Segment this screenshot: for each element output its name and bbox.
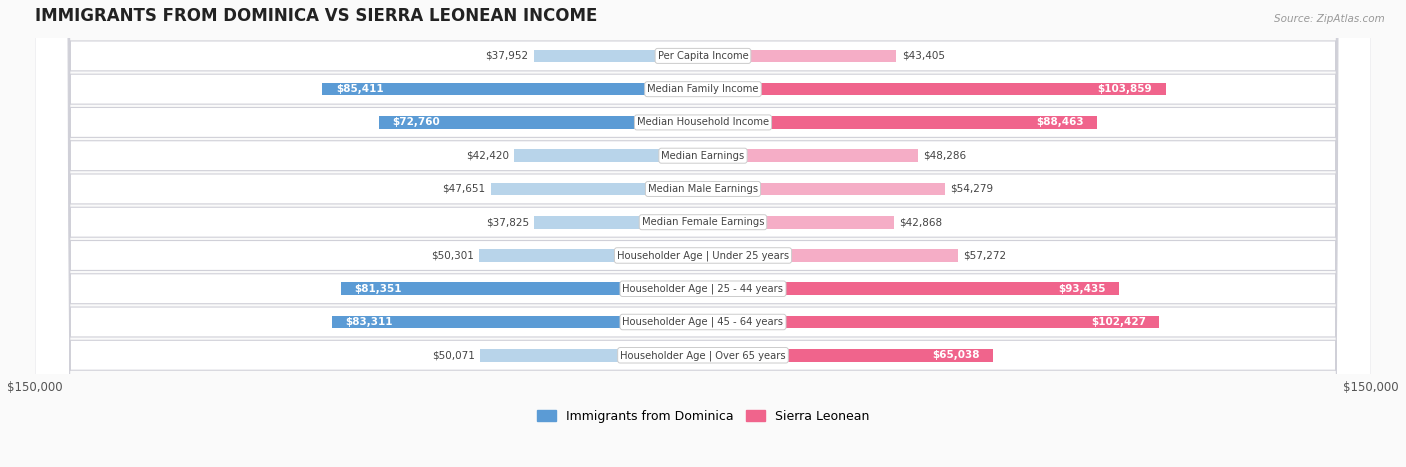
FancyBboxPatch shape [35, 0, 1371, 467]
Bar [703, 83, 1166, 95]
Text: $102,427: $102,427 [1091, 317, 1146, 327]
Bar [703, 116, 1097, 129]
Text: $81,351: $81,351 [354, 284, 402, 294]
Text: $85,411: $85,411 [336, 84, 384, 94]
Text: $54,279: $54,279 [950, 184, 993, 194]
Text: Source: ZipAtlas.com: Source: ZipAtlas.com [1274, 14, 1385, 24]
Text: Per Capita Income: Per Capita Income [658, 51, 748, 61]
Text: Householder Age | Over 65 years: Householder Age | Over 65 years [620, 350, 786, 361]
Legend: Immigrants from Dominica, Sierra Leonean: Immigrants from Dominica, Sierra Leonean [531, 405, 875, 428]
Text: $50,301: $50,301 [430, 250, 474, 261]
FancyBboxPatch shape [35, 0, 1371, 467]
Text: $43,405: $43,405 [901, 51, 945, 61]
Bar [479, 349, 703, 361]
Text: $37,952: $37,952 [485, 51, 529, 61]
Text: $42,868: $42,868 [900, 217, 942, 227]
Text: $103,859: $103,859 [1098, 84, 1153, 94]
FancyBboxPatch shape [35, 0, 1371, 467]
Text: Householder Age | Under 25 years: Householder Age | Under 25 years [617, 250, 789, 261]
FancyBboxPatch shape [35, 0, 1371, 467]
FancyBboxPatch shape [35, 0, 1371, 467]
Bar [703, 316, 1160, 328]
FancyBboxPatch shape [35, 0, 1371, 467]
Bar [479, 249, 703, 262]
Bar [703, 283, 1119, 295]
Bar [703, 216, 894, 228]
Bar [703, 249, 957, 262]
Bar [491, 183, 703, 195]
Bar [534, 50, 703, 62]
Bar [703, 149, 918, 162]
Text: Median Earnings: Median Earnings [661, 151, 745, 161]
Text: $93,435: $93,435 [1059, 284, 1107, 294]
Text: $42,420: $42,420 [465, 151, 509, 161]
FancyBboxPatch shape [35, 0, 1371, 467]
Text: Median Female Earnings: Median Female Earnings [641, 217, 765, 227]
Text: $48,286: $48,286 [924, 151, 966, 161]
Bar [515, 149, 703, 162]
Bar [703, 183, 945, 195]
Bar [322, 83, 703, 95]
Bar [703, 349, 993, 361]
Text: $47,651: $47,651 [443, 184, 485, 194]
FancyBboxPatch shape [35, 0, 1371, 467]
Text: $88,463: $88,463 [1036, 117, 1084, 127]
Bar [332, 316, 703, 328]
Bar [340, 283, 703, 295]
Text: Householder Age | 25 - 44 years: Householder Age | 25 - 44 years [623, 283, 783, 294]
Bar [378, 116, 703, 129]
Text: Median Household Income: Median Household Income [637, 117, 769, 127]
FancyBboxPatch shape [35, 0, 1371, 467]
Text: $37,825: $37,825 [486, 217, 529, 227]
Text: $57,272: $57,272 [963, 250, 1007, 261]
Text: IMMIGRANTS FROM DOMINICA VS SIERRA LEONEAN INCOME: IMMIGRANTS FROM DOMINICA VS SIERRA LEONE… [35, 7, 598, 25]
Text: Householder Age | 45 - 64 years: Householder Age | 45 - 64 years [623, 317, 783, 327]
FancyBboxPatch shape [35, 0, 1371, 467]
Text: $83,311: $83,311 [346, 317, 392, 327]
Text: $65,038: $65,038 [932, 350, 980, 360]
Bar [534, 216, 703, 228]
Text: $50,071: $50,071 [432, 350, 475, 360]
Text: $72,760: $72,760 [392, 117, 440, 127]
Bar [703, 50, 897, 62]
Text: Median Male Earnings: Median Male Earnings [648, 184, 758, 194]
Text: Median Family Income: Median Family Income [647, 84, 759, 94]
